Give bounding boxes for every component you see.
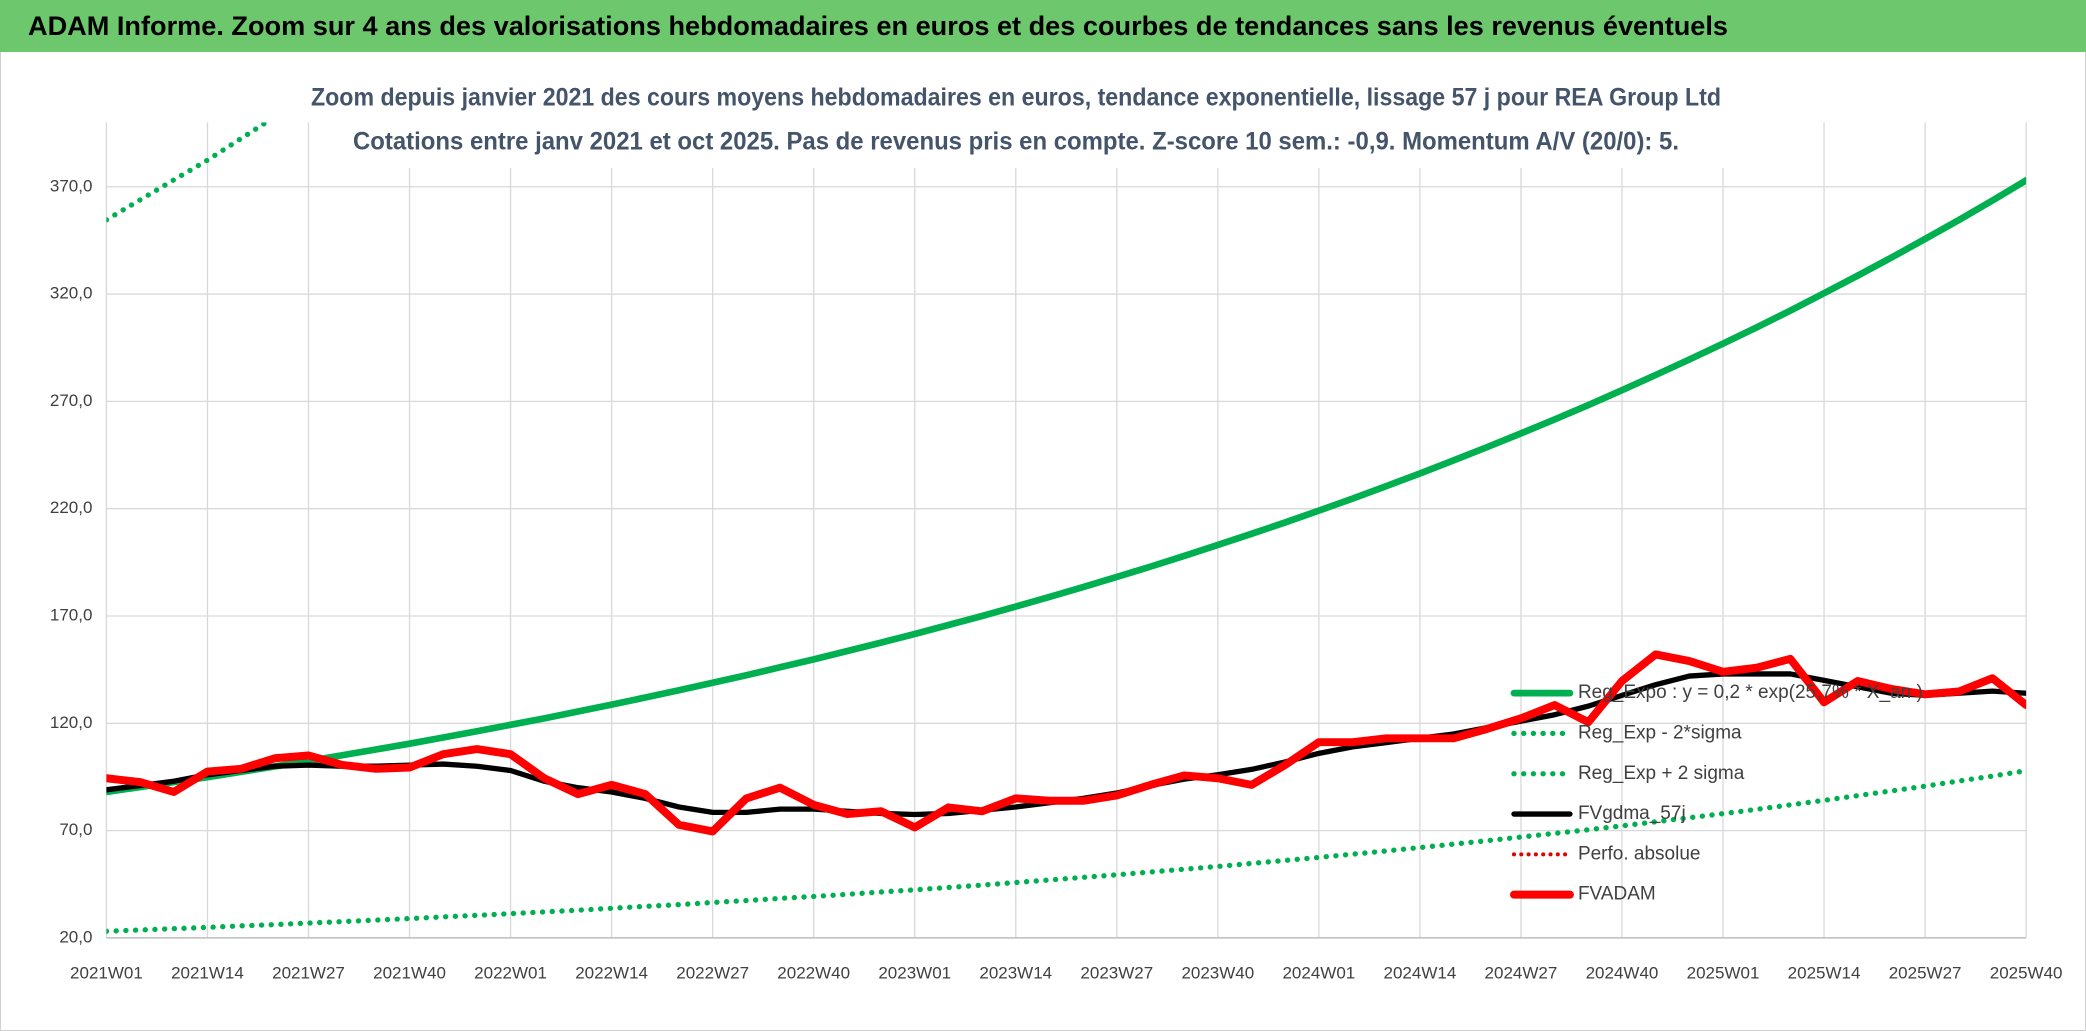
series-line — [106, 177, 2027, 796]
y-tick-label: 220,0 — [50, 498, 93, 517]
plot-area — [106, 122, 2027, 934]
x-tick-label: 2025W01 — [1687, 963, 1760, 982]
x-tick-label: 2023W40 — [1181, 963, 1254, 982]
x-tick-label: 2021W01 — [70, 963, 143, 982]
grid: 20,0 70,0 120,0 170,0 220,0 270,0 320,0 370,0 20… — [50, 122, 2063, 982]
x-tick-label: 2024W14 — [1384, 963, 1457, 982]
x-tick-label: 2025W14 — [1788, 963, 1861, 982]
y-tick-label: 20,0 — [59, 927, 92, 946]
legend-label: FVADAM — [1578, 884, 1656, 905]
x-tick-label: 2024W27 — [1485, 963, 1558, 982]
chart-subtitle: Cotations entre janv 2021 et oct 2025. P… — [353, 128, 1679, 156]
legend-label: Reg_Expo : y = 0,2 * exp(25,7% * X_an ) — [1578, 682, 1923, 703]
x-tick-label: 2024W01 — [1282, 963, 1355, 982]
y-tick-label: 270,0 — [50, 391, 93, 410]
y-tick-label: 120,0 — [50, 713, 93, 732]
x-tick-label: 2022W27 — [676, 963, 749, 982]
x-tick-label: 2025W27 — [1889, 963, 1962, 982]
x-tick-label: 2023W27 — [1080, 963, 1153, 982]
title-block: Zoom depuis janvier 2021 des cours moyen… — [311, 78, 1760, 168]
x-tick-label: 2023W14 — [979, 963, 1052, 982]
x-tick-label: 2025W40 — [1990, 963, 2063, 982]
header-title: ADAM Informe. Zoom sur 4 ans des valoris… — [28, 11, 1728, 41]
x-tick-label: 2021W40 — [373, 963, 446, 982]
y-tick-label: 320,0 — [50, 284, 93, 303]
legend-label: Reg_Exp - 2*sigma — [1578, 722, 1742, 743]
header-bar — [0, 0, 2086, 52]
series-line — [106, 650, 2027, 836]
x-tick-label: 2022W40 — [777, 963, 850, 982]
y-tick-label: 70,0 — [59, 820, 92, 839]
y-tick-label: 370,0 — [50, 176, 93, 195]
x-tick-label: 2024W40 — [1586, 963, 1659, 982]
legend-label: Reg_Exp + 2 sigma — [1578, 763, 1745, 784]
legend: Reg_Expo : y = 0,2 * exp(25,7% * X_an ) R… — [1509, 682, 1923, 905]
x-tick-label: 2022W14 — [575, 963, 648, 982]
title-background — [320, 78, 1760, 168]
legend-label: Perfo. absolue — [1578, 843, 1701, 864]
series-line — [106, 768, 2027, 934]
chart-title: Zoom depuis janvier 2021 des cours moyen… — [311, 84, 1721, 112]
legend-label: FVgdma_57j — [1578, 803, 1686, 824]
x-tick-label: 2023W01 — [878, 963, 951, 982]
x-tick-label: 2022W01 — [474, 963, 547, 982]
y-tick-label: 170,0 — [50, 605, 93, 624]
x-tick-label: 2021W27 — [272, 963, 345, 982]
x-tick-label: 2021W14 — [171, 963, 244, 982]
